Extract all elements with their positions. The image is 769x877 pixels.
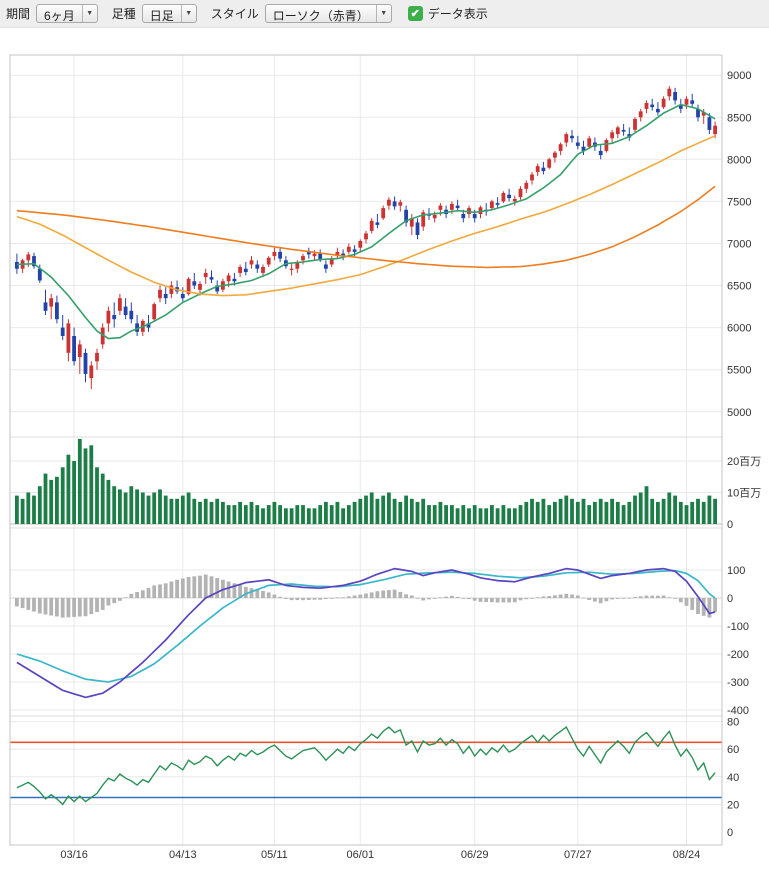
volume-axis-label: 10百万 xyxy=(727,488,761,500)
chart-area[interactable]: 9000 8500 8000 7500 7000 6500 6000 5500 5000 0 10百… xyxy=(0,28,769,872)
chevron-down-icon: ▼ xyxy=(375,5,391,22)
x-axis-label: 04/13 xyxy=(169,849,197,861)
rsi-axis-label: 80 xyxy=(727,717,739,729)
check-icon: ✔ xyxy=(410,8,420,20)
bar-type-dropdown[interactable]: 日足 ▼ xyxy=(141,4,197,23)
style-value: ローソク（赤青） xyxy=(272,9,369,23)
period-dropdown[interactable]: 6ヶ月 ▼ xyxy=(36,4,98,23)
price-axis-label: 5000 xyxy=(727,407,751,419)
rsi-axis-label: 40 xyxy=(727,772,739,784)
macd-axis-label: -300 xyxy=(727,677,749,689)
axis-labels: 900085008000750070006500600055005000010百… xyxy=(60,70,761,861)
price-axis-label: 8000 xyxy=(727,154,751,166)
price-axis-label: 5500 xyxy=(727,365,751,377)
price-axis-label: 6000 xyxy=(727,323,751,335)
chevron-down-icon: ▼ xyxy=(180,5,196,22)
rsi-axis-label: 60 xyxy=(727,744,739,756)
rsi-axis-label: 0 xyxy=(727,827,733,839)
macd-histogram xyxy=(15,574,717,618)
rsi-line xyxy=(16,726,716,806)
x-axis-label: 05/11 xyxy=(261,849,288,861)
ma-long-line xyxy=(16,185,716,269)
data-display-checkbox[interactable]: ✔ xyxy=(407,6,423,21)
macd-line xyxy=(16,567,716,699)
price-axis-label: 7500 xyxy=(727,196,751,208)
volume-axis-label: 0 xyxy=(727,519,733,531)
chart-frame xyxy=(9,54,723,846)
period-label: 期間 xyxy=(6,7,31,21)
x-axis-label: 06/01 xyxy=(347,849,375,861)
ma-short-line xyxy=(16,103,716,340)
stock-chart-svg: 900085008000750070006500600055005000010百… xyxy=(9,54,761,861)
macd-axis-label: 0 xyxy=(727,593,733,605)
x-axis-label: 07/27 xyxy=(564,849,592,861)
x-axis-label: 06/29 xyxy=(461,849,489,861)
price-axis-label: 7000 xyxy=(727,239,751,251)
style-dropdown[interactable]: ローソク（赤青） ▼ xyxy=(264,4,392,23)
data-display-toggle: ✔ データ表示 xyxy=(407,5,488,22)
chart-toolbar: 期間 6ヶ月 ▼ 足種 日足 ▼ スタイル ローソク（赤青） ▼ ✔ データ表示 xyxy=(0,0,769,28)
x-axis-label: 03/16 xyxy=(60,849,88,861)
macd-axis-label: -400 xyxy=(727,705,749,717)
macd-axis-label: -200 xyxy=(727,649,749,661)
chevron-down-icon: ▼ xyxy=(81,5,97,22)
candlestick-series xyxy=(15,86,717,389)
x-axis-label: 08/24 xyxy=(673,849,701,861)
price-axis-label: 6500 xyxy=(727,281,751,293)
ma-mid-line xyxy=(16,135,716,297)
macd-axis-label: 100 xyxy=(727,565,745,577)
rsi-axis-label: 20 xyxy=(727,799,739,811)
grid xyxy=(10,55,722,845)
data-display-label: データ表示 xyxy=(427,7,488,21)
macd-axis-label: -100 xyxy=(727,621,749,633)
price-axis-label: 9000 xyxy=(727,70,751,82)
style-label: スタイル xyxy=(210,7,259,21)
signal-line xyxy=(16,569,716,683)
volume-axis-label: 20百万 xyxy=(727,456,761,468)
bar-type-label: 足種 xyxy=(111,7,136,21)
period-value: 6ヶ月 xyxy=(44,9,75,23)
volume-series xyxy=(15,438,717,525)
price-axis-label: 8500 xyxy=(727,112,751,124)
bar-type-value: 日足 xyxy=(149,9,174,23)
